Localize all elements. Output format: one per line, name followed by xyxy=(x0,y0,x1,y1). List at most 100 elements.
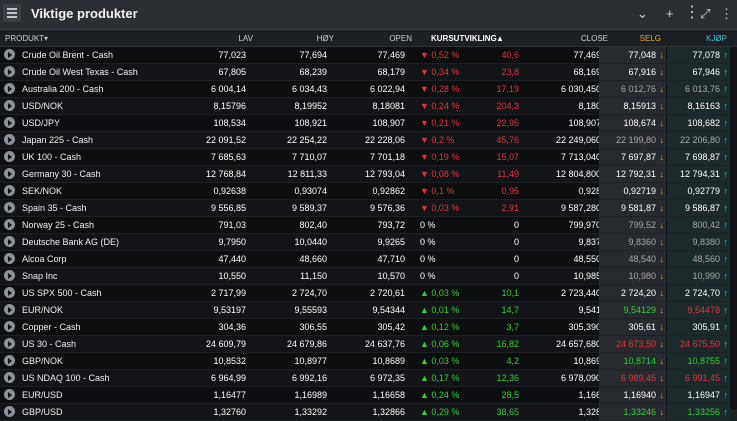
expand-row-icon[interactable] xyxy=(4,219,15,230)
expand-row-icon[interactable] xyxy=(4,270,15,281)
col-selg[interactable]: SELG xyxy=(639,34,661,43)
kjop-cell[interactable] xyxy=(667,47,730,63)
kjop-cell[interactable] xyxy=(667,166,730,182)
selg-cell[interactable] xyxy=(599,285,666,301)
table-row[interactable]: USD/NOK 8,15796 8,19952 8,18081 ▼ 0,24 % 204,… xyxy=(0,98,730,115)
kjop-cell[interactable] xyxy=(667,200,730,216)
chevron-down-icon[interactable]: ⌄ xyxy=(637,6,648,21)
col-produkt[interactable]: PRODUKT xyxy=(5,34,45,43)
expand-row-icon[interactable] xyxy=(4,338,15,349)
col-close[interactable]: CLOSE xyxy=(580,34,608,43)
table-row[interactable]: Norway 25 - Cash 791,03 802,40 793,72 0 % 0 79… xyxy=(0,217,730,234)
selg-cell[interactable] xyxy=(599,234,666,250)
expand-row-icon[interactable] xyxy=(4,151,15,162)
add-icon[interactable]: + xyxy=(666,6,674,21)
kjop-cell[interactable] xyxy=(667,64,730,80)
expand-icon[interactable]: ⤢ xyxy=(700,6,711,21)
table-row[interactable]: Copper - Cash 304,36 306,55 305,42 ▲ 0,12 % 3… xyxy=(0,319,730,336)
expand-row-icon[interactable] xyxy=(4,49,15,60)
expand-row-icon[interactable] xyxy=(4,287,15,298)
table-row[interactable]: Germany 30 - Cash 12 768,84 12 811,33 12 79… xyxy=(0,166,730,183)
more-icon[interactable]: ⋮ xyxy=(720,6,733,21)
col-kjop[interactable]: KJØP xyxy=(706,34,727,43)
table-row[interactable]: GBP/USD 1,32760 1,33292 1,32866 ▲ 0,29 % 38,6… xyxy=(0,404,730,421)
selg-cell[interactable] xyxy=(599,302,666,318)
selg-cell[interactable] xyxy=(599,217,666,233)
table-row[interactable]: Crude Oil West Texas - Cash 67,805 68,239 6… xyxy=(0,64,730,81)
table-row[interactable]: Deutsche Bank AG (DE) 9,7950 10,0440 9,9265… xyxy=(0,234,730,251)
kjop-cell[interactable] xyxy=(667,336,730,352)
selg-cell[interactable] xyxy=(599,166,666,182)
col-kursutvikling[interactable]: KURSUTVIKLING xyxy=(431,34,497,43)
expand-row-icon[interactable] xyxy=(4,355,15,366)
kjop-cell[interactable] xyxy=(667,81,730,97)
selg-cell[interactable] xyxy=(599,115,666,131)
selg-cell[interactable] xyxy=(599,47,666,63)
kjop-cell[interactable] xyxy=(667,353,730,369)
selg-cell[interactable] xyxy=(599,64,666,80)
table-row[interactable]: US SPX 500 - Cash 2 717,99 2 724,70 2 720,6… xyxy=(0,285,730,302)
expand-row-icon[interactable] xyxy=(4,389,15,400)
table-row[interactable]: Snap Inc 10,550 11,150 10,570 0 % 0 10,985 10,9… xyxy=(0,268,730,285)
kjop-cell[interactable] xyxy=(667,149,730,165)
table-row[interactable]: Alcoa Corp 47,440 48,660 47,710 0 % 0 48,550 48… xyxy=(0,251,730,268)
table-row[interactable]: USD/JPY 108,534 108,921 108,907 ▼ 0,21 % 22,9… xyxy=(0,115,730,132)
table-row[interactable]: US 30 - Cash 24 609,79 24 679,86 24 637,76 ▲… xyxy=(0,336,730,353)
expand-row-icon[interactable] xyxy=(4,253,15,264)
selg-cell[interactable] xyxy=(599,200,666,216)
kjop-cell[interactable] xyxy=(667,132,730,148)
selg-cell[interactable] xyxy=(599,149,666,165)
selg-cell[interactable] xyxy=(599,268,666,284)
expand-row-icon[interactable] xyxy=(4,185,15,196)
selg-cell[interactable] xyxy=(599,132,666,148)
kjop-cell[interactable] xyxy=(667,285,730,301)
selg-cell[interactable] xyxy=(599,251,666,267)
kjop-cell[interactable] xyxy=(667,98,730,114)
kjop-cell[interactable] xyxy=(667,370,730,386)
expand-row-icon[interactable] xyxy=(4,406,15,417)
scrollbar[interactable] xyxy=(730,47,737,409)
expand-row-icon[interactable] xyxy=(4,83,15,94)
table-row[interactable]: Japan 225 - Cash 22 091,52 22 254,22 22 228… xyxy=(0,132,730,149)
selg-cell[interactable] xyxy=(599,336,666,352)
expand-row-icon[interactable] xyxy=(4,100,15,111)
table-row[interactable]: GBP/NOK 10,8532 10,8977 10,8689 ▲ 0,03 % 4,2 1… xyxy=(0,353,730,370)
kjop-cell[interactable] xyxy=(667,319,730,335)
expand-row-icon[interactable] xyxy=(4,134,15,145)
expand-row-icon[interactable] xyxy=(4,66,15,77)
table-row[interactable]: Crude Oil Brent - Cash 77,023 77,694 77,469… xyxy=(0,47,730,64)
expand-row-icon[interactable] xyxy=(4,372,15,383)
table-row[interactable]: Spain 35 - Cash 9 556,85 9 589,37 9 576,36 ▼… xyxy=(0,200,730,217)
kjop-cell[interactable] xyxy=(667,183,730,199)
kjop-cell[interactable] xyxy=(667,302,730,318)
expand-row-icon[interactable] xyxy=(4,202,15,213)
table-row[interactable]: US NDAQ 100 - Cash 6 964,99 6 992,16 6 972,… xyxy=(0,370,730,387)
selg-cell[interactable] xyxy=(599,183,666,199)
selg-cell[interactable] xyxy=(599,98,666,114)
expand-row-icon[interactable] xyxy=(4,236,15,247)
col-hoy[interactable]: HØY xyxy=(316,34,334,43)
selg-cell[interactable] xyxy=(599,370,666,386)
grip-icon[interactable]: ⋮ xyxy=(684,4,700,21)
selg-cell[interactable] xyxy=(599,387,666,403)
kjop-cell[interactable] xyxy=(667,251,730,267)
kjop-cell[interactable] xyxy=(667,387,730,403)
table-row[interactable]: UK 100 - Cash 7 685,63 7 710,07 7 701,18 ▼ 0… xyxy=(0,149,730,166)
table-row[interactable]: Australia 200 - Cash 6 004,14 6 034,43 6 02… xyxy=(0,81,730,98)
expand-row-icon[interactable] xyxy=(4,321,15,332)
col-open[interactable]: OPEN xyxy=(389,34,412,43)
expand-row-icon[interactable] xyxy=(4,168,15,179)
table-row[interactable]: EUR/USD 1,16477 1,16989 1,16658 ▲ 0,24 % 28,5… xyxy=(0,387,730,404)
kjop-cell[interactable] xyxy=(667,268,730,284)
selg-cell[interactable] xyxy=(599,319,666,335)
selg-cell[interactable] xyxy=(599,353,666,369)
expand-row-icon[interactable] xyxy=(4,117,15,128)
selg-cell[interactable] xyxy=(599,81,666,97)
kjop-cell[interactable] xyxy=(667,115,730,131)
table-row[interactable]: EUR/NOK 9,53197 9,55593 9,54344 ▲ 0,01 % 14,7… xyxy=(0,302,730,319)
kjop-cell[interactable] xyxy=(667,217,730,233)
kjop-cell[interactable] xyxy=(667,234,730,250)
col-lav[interactable]: LAV xyxy=(238,34,253,43)
table-row[interactable]: SEK/NOK 0,92638 0,93074 0,92862 ▼ 0,1 % 0,95 0… xyxy=(0,183,730,200)
expand-row-icon[interactable] xyxy=(4,304,15,315)
